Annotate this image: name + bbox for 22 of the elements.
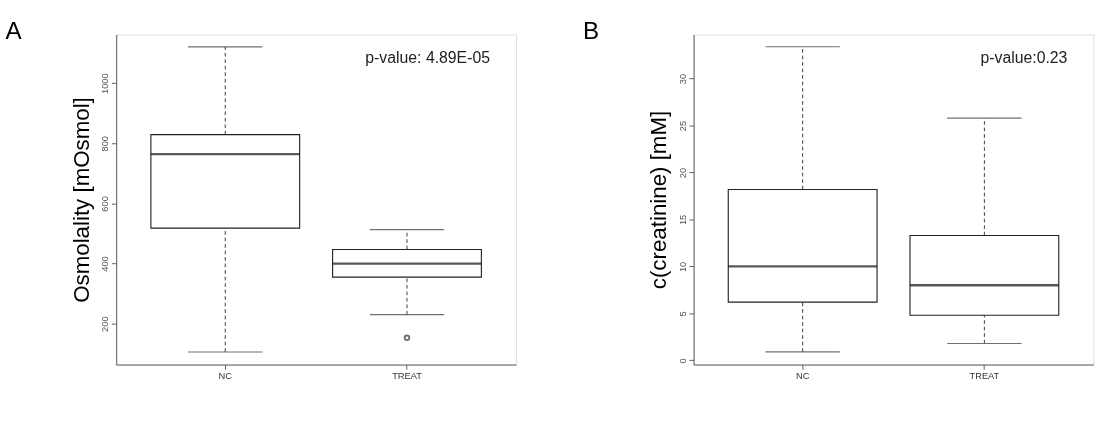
y-axis-title: Osmolality [mOsmol] [68,97,94,303]
y-axis-title: c(creatinine) [mM] [646,110,672,290]
y-tick-label: 0 [677,358,688,364]
annotation: p-value: 4.89E-05 [365,49,491,67]
y-tick-label: 25 [677,120,688,132]
y-tick-label: 30 [677,73,688,85]
y-tick-label: 1000 [100,73,111,94]
y-tick-label: 10 [677,261,688,273]
chart-title: B [582,17,600,45]
y-tick-label: 800 [100,136,111,152]
y-tick-label: 400 [100,256,111,272]
x-tick-label: TREAT [392,370,423,381]
y-tick-label: 5 [677,311,688,317]
annotation: p-value:0.23 [980,49,1068,67]
y-tick-label: 600 [100,196,111,212]
x-tick-label: NC [218,370,233,381]
chart-title: A [5,17,23,45]
x-tick-label: NC [795,370,810,381]
y-tick-label: 15 [677,214,688,226]
x-tick-label: TREAT [969,370,1000,381]
y-tick-label: 20 [677,167,688,179]
y-tick-label: 200 [100,316,111,332]
